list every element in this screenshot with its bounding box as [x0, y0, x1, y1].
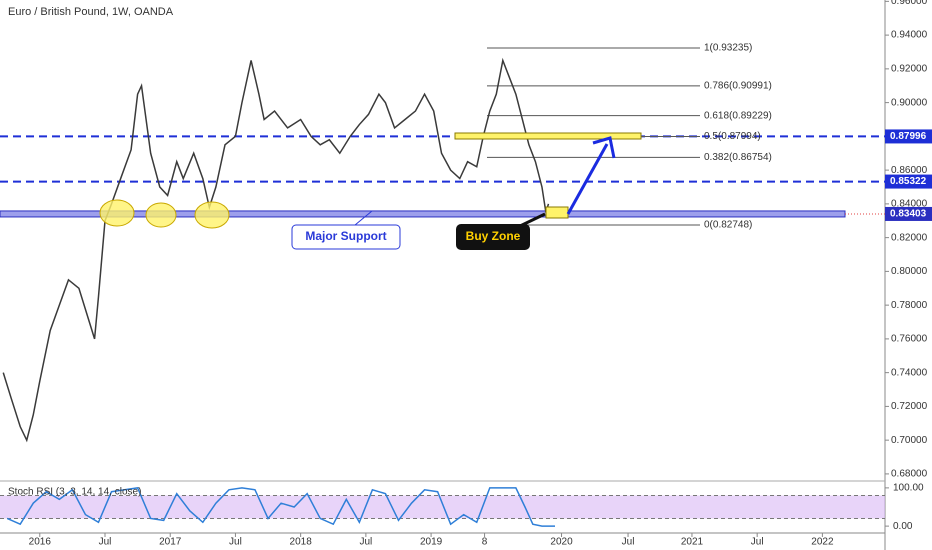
y-tick-label: 0.94000	[891, 30, 928, 41]
touch-circle	[194, 201, 230, 229]
fib-label: 0(0.82748)	[704, 220, 752, 231]
y-tick-label: 0.70000	[891, 435, 928, 446]
price-tag-label: 0.83403	[890, 209, 927, 220]
x-tick-label: 8	[482, 537, 488, 548]
x-tick-label: 2019	[420, 537, 443, 548]
price-tag	[885, 206, 932, 221]
x-tick-label: Jul	[359, 537, 372, 548]
touch-circle	[99, 199, 135, 227]
x-tick-label: Jul	[229, 537, 242, 548]
callout	[291, 224, 401, 250]
x-tick-label: 2018	[290, 537, 313, 548]
x-tick-label: 2020	[550, 537, 573, 548]
x-tick-label: 2016	[29, 537, 52, 548]
annotation: Buy Zone	[466, 229, 521, 243]
price-tag-label: 0.87996	[890, 131, 927, 142]
target-zone	[454, 132, 642, 140]
price-line-series	[2, 57, 550, 443]
y-tick-label: 0.84000	[891, 199, 928, 210]
y-tick-label: 0.72000	[891, 401, 928, 412]
stoch-band	[0, 495, 885, 519]
price-tag	[885, 129, 932, 144]
callout-pointer	[354, 210, 373, 226]
x-tick-label: 2021	[681, 537, 704, 548]
y-tick-label: 100.00	[893, 483, 924, 494]
y-tick-label: 0.68000	[891, 469, 928, 480]
x-tick-label: 2017	[159, 537, 182, 548]
y-tick-label: 0.80000	[891, 266, 928, 277]
annotation: Major Support	[305, 229, 386, 243]
x-tick-label: Jul	[622, 537, 635, 548]
y-tick-label: 0.96000	[891, 0, 928, 7]
buy-zone-box	[545, 206, 569, 219]
x-tick-label: 2022	[811, 537, 834, 548]
fib-label: 0.382(0.86754)	[704, 152, 772, 163]
price-tag-label: 0.85322	[890, 176, 927, 187]
x-tick-label: Jul	[99, 537, 112, 548]
y-tick-label: 0.86000	[891, 165, 928, 176]
stoch-line	[6, 487, 555, 527]
stoch-title: Stoch RSI (3, 3, 14, 14, close)	[8, 487, 141, 498]
x-tick-label: Jul	[751, 537, 764, 548]
y-tick-label: 0.78000	[891, 300, 928, 311]
price-tag	[885, 174, 932, 189]
fib-label: 1(0.93235)	[704, 43, 752, 54]
touch-circle	[145, 202, 177, 228]
y-tick-label: 0.76000	[891, 334, 928, 345]
fib-label: 0.5(0.87994)	[704, 131, 761, 142]
fib-label: 0.618(0.89229)	[704, 110, 772, 121]
y-tick-label: 0.82000	[891, 232, 928, 243]
arrow-head	[592, 136, 616, 159]
fib-label: 0.786(0.90991)	[704, 81, 772, 92]
callout	[456, 224, 530, 250]
callout-pointer	[519, 212, 546, 228]
arrow	[566, 143, 609, 215]
y-tick-label: 0.90000	[891, 97, 928, 108]
y-tick-label: 0.92000	[891, 63, 928, 74]
chart-title: Euro / British Pound, 1W, OANDA	[8, 6, 174, 18]
y-tick-label: 0.74000	[891, 367, 928, 378]
y-tick-label: 0.00	[893, 521, 913, 532]
